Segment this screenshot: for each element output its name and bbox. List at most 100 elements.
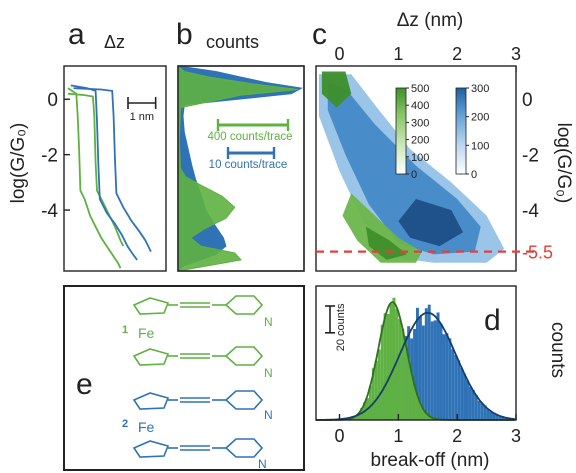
molecule-2-n-lower: N <box>258 457 267 471</box>
panel-c-xtick-label: 2 <box>452 44 462 64</box>
breakoff-bar-green <box>386 313 390 420</box>
colorbar-green-bar <box>395 87 407 175</box>
breakoff-bar-blue <box>471 390 475 420</box>
pyridine-lower-2 <box>224 438 264 458</box>
breakoff-bar-blue <box>474 394 478 420</box>
panel-c: c Δz (nm) 0 1 2 3 0 -2 -4 log(G/G₀) -5.5 500 4… <box>312 10 574 272</box>
panel-d-ylabel: counts <box>547 322 568 378</box>
panel-d-xtick-label: 3 <box>511 426 521 446</box>
colorbar-blue-tick-label: 100 <box>471 140 489 152</box>
panel-c-ytick-label: 0 <box>522 90 533 111</box>
breakoff-bar-blue <box>483 405 487 420</box>
breakoff-bar-blue <box>468 386 472 420</box>
breakoff-bar-blue <box>480 403 484 420</box>
pyridine-lower-1 <box>224 346 264 366</box>
breakoff-bar-blue <box>460 367 464 420</box>
panel-c-ytick-label: -4 <box>522 201 539 222</box>
panel-a-scalebar-label: 1 nm <box>130 111 154 123</box>
breakoff-bar-green <box>421 409 425 420</box>
breakoff-bar-green <box>416 395 419 420</box>
molecule-2-number: 2 <box>122 418 128 430</box>
panel-a-header: Δz <box>104 32 125 52</box>
panel-b-header: counts <box>206 32 259 52</box>
breakoff-bar-green <box>392 297 396 420</box>
breakoff-bar-green <box>410 372 414 420</box>
molecule-1-number: 1 <box>122 324 128 336</box>
molecule-1-fe: Fe <box>138 325 155 341</box>
breakoff-bar-blue <box>477 400 481 420</box>
panel-d-frame <box>315 285 517 421</box>
panel-d-xlabel: break-off (nm) <box>371 450 490 471</box>
cp-ring-upper-1 <box>132 297 170 315</box>
breakoff-bar-green <box>374 360 378 420</box>
panel-a-ytick-label: -2 <box>41 146 58 167</box>
breakoff-bar-blue <box>466 380 469 420</box>
breakoff-bar-blue <box>416 307 419 420</box>
panel-d-xtick-label: 1 <box>393 426 403 446</box>
breakoff-bar-blue <box>501 416 505 420</box>
panel-label-a: a <box>68 18 85 51</box>
molecule-2-n-upper: N <box>264 408 273 422</box>
colorbar-green-tick-label: 100 <box>411 152 429 164</box>
colorbar-green-tick-label: 500 <box>411 83 429 95</box>
colorbar-blue-bar <box>455 87 467 175</box>
cp-ring-upper-2 <box>132 392 170 410</box>
colorbar-blue-tick-label: 200 <box>471 112 489 124</box>
panel-c-xtick-label: 1 <box>393 44 403 64</box>
breakoff-bar-blue <box>413 328 416 420</box>
breakoff-bar-blue <box>427 304 431 420</box>
cutoff-label: -5.5 <box>522 243 553 263</box>
breakoff-bar-green <box>401 328 405 420</box>
conductance-trace-green <box>67 87 122 269</box>
conductance-trace-blue <box>70 84 138 261</box>
breakoff-bar-blue <box>442 334 446 420</box>
panel-label-d: d <box>484 304 501 337</box>
pyridine-upper-1 <box>224 295 264 315</box>
breakoff-bar-blue <box>504 417 508 420</box>
colorbar-blue: 300 200 100 0 <box>455 83 489 181</box>
molecule-2 <box>132 390 264 458</box>
pyridine-upper-2 <box>224 390 264 410</box>
panel-d-xtick-label: 0 <box>335 426 345 446</box>
heatmap-blue-core <box>398 199 464 247</box>
molecule-2-fe: Fe <box>138 419 155 435</box>
breakoff-bar-blue <box>436 312 440 420</box>
breakoff-bar-blue <box>430 321 434 420</box>
panel-a-ytick-label: -4 <box>41 201 58 222</box>
conductance-trace-blue <box>73 87 152 252</box>
breakoff-bar-green <box>427 415 431 420</box>
breakoff-bar-green <box>354 416 358 420</box>
breakoff-bar-green <box>377 349 381 420</box>
breakoff-bar-blue <box>448 338 452 420</box>
breakoff-bar-blue <box>492 412 496 420</box>
molecule-1-n-upper: N <box>264 315 273 329</box>
breakoff-bar-green <box>418 402 422 420</box>
breakoff-bar-green <box>389 303 393 420</box>
gaussian-fit-blue <box>315 311 515 421</box>
molecule-1-n-lower: N <box>264 366 273 380</box>
panel-label-e: e <box>76 368 93 401</box>
colorbar-green-tick-label: 0 <box>411 169 417 181</box>
breakoff-bar-blue <box>498 416 502 420</box>
colorbar-blue-tick-label: 300 <box>471 83 489 95</box>
molecule-1 <box>132 295 264 366</box>
panel-a-scalebar: 1 nm <box>127 97 157 123</box>
colorbar-green-tick-label: 200 <box>411 135 429 147</box>
breakoff-bar-blue <box>439 323 443 420</box>
panel-e: e 1 Fe N N <box>63 285 305 471</box>
panel-c-xtick-label: 3 <box>511 44 521 64</box>
breakoff-bar-blue <box>457 360 461 420</box>
colorbar-blue-tick-label: 0 <box>471 169 477 181</box>
panel-d-scalebar: 20 counts <box>325 303 347 351</box>
panel-e-frame <box>63 285 305 471</box>
breakoff-bar-blue <box>463 373 466 420</box>
panel-d-bars <box>339 297 516 420</box>
breakoff-bar-green <box>357 414 361 420</box>
breakoff-bar-blue <box>445 333 449 420</box>
breakoff-bar-blue <box>486 409 490 420</box>
panel-b-legend: 400 counts/trace 10 counts/trace <box>207 119 293 171</box>
colorbar-green-tick-label: 400 <box>411 100 429 112</box>
breakoff-bar-blue <box>433 320 437 420</box>
panel-d-xticks: 0 1 2 3 <box>335 414 521 446</box>
